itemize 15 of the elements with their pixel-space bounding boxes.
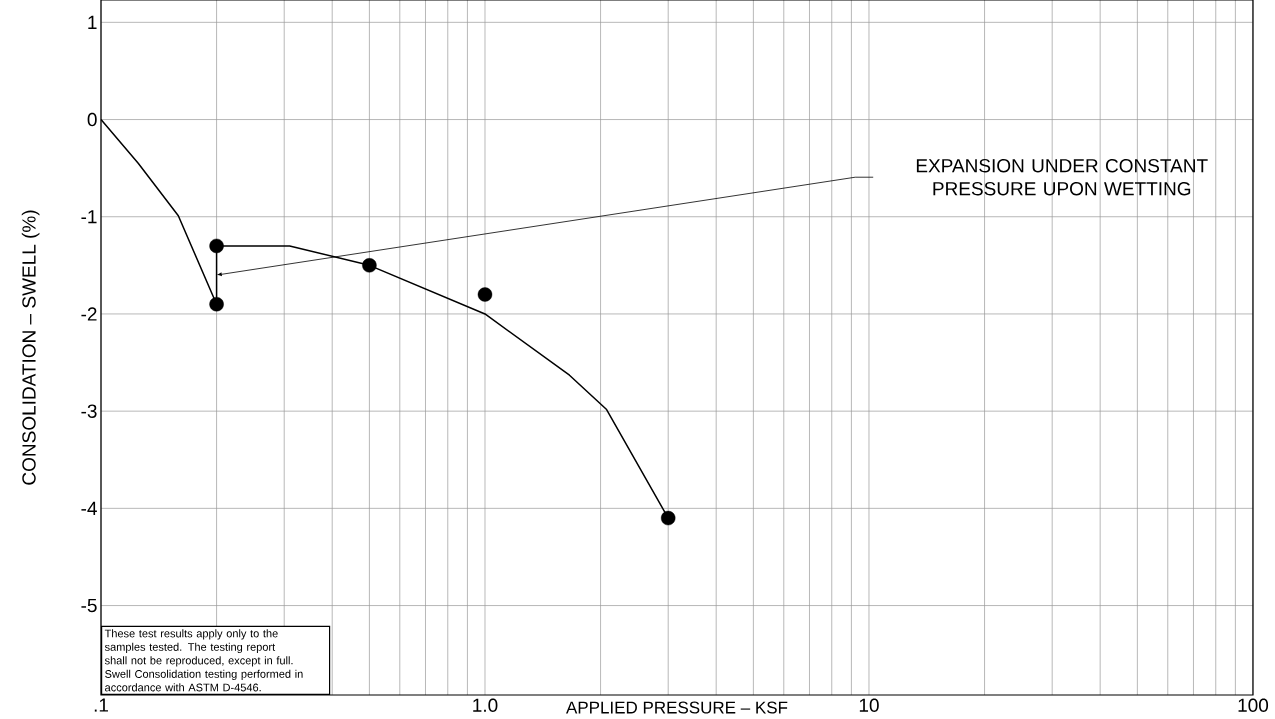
- y-tick-label: 0: [87, 112, 97, 127]
- x-tick-label: 100: [1238, 698, 1269, 712]
- y-axis-title: CONSOLIDATION – SWELL (%): [21, 210, 40, 485]
- x-tick-label: .1: [94, 698, 108, 712]
- y-tick-label: -3: [81, 404, 97, 418]
- y-tick-label: 1: [88, 15, 97, 29]
- x-tick-label: 10: [859, 698, 879, 712]
- x-axis-title: APPLIED PRESSURE – KSF: [566, 701, 788, 714]
- annotation: EXPANSION UNDER CONSTANT PRESSURE UPON WETTING: [916, 158, 1208, 196]
- y-tick-label: -1: [81, 210, 97, 224]
- y-tick-label: -5: [81, 598, 97, 613]
- annotation: These test results apply only to the samples tested. The testing report shall not be reproduced, except in full. Swell Consolidation testing performed in accordance with ASTM D-4546.: [104, 629, 303, 692]
- y-tick-label: -4: [81, 501, 97, 515]
- x-tick-label: 1.0: [473, 698, 498, 712]
- y-tick-label: -2: [81, 307, 97, 321]
